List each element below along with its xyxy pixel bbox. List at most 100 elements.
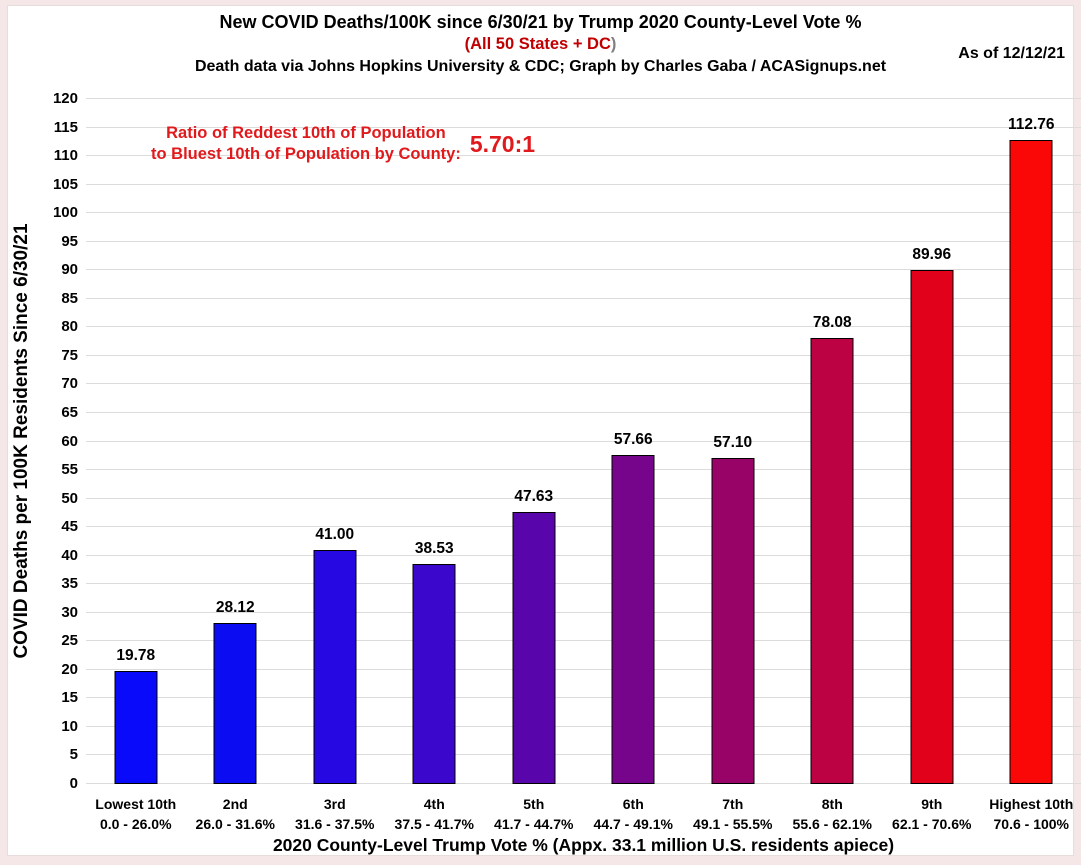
y-tick-label-105: 105 (52, 175, 78, 193)
gridline-75 (86, 354, 1081, 356)
x-category-range-7: 49.1 - 55.5% (693, 816, 773, 832)
bar-value-label-6: 57.66 (613, 430, 653, 448)
y-tick-label-0: 0 (69, 775, 78, 792)
ratio-annotation: Ratio of Reddest 10th of Population to Bl… (151, 123, 535, 165)
bar-slot-7: 57.10 (683, 99, 783, 784)
gridline-25 (86, 640, 1081, 642)
bar-1 (114, 671, 158, 784)
y-tick-label-95: 95 (61, 232, 78, 250)
bar-value-label-4: 38.53 (414, 540, 454, 558)
x-category-range-4: 37.5 - 41.7% (394, 816, 474, 832)
bar-10 (1009, 140, 1053, 784)
gridline-40 (86, 554, 1081, 556)
x-category-name-4: 4th (423, 796, 445, 812)
x-category-label-9: 9th 62.1 - 70.6% (882, 794, 982, 834)
bar-value-label-3: 41.00 (315, 525, 355, 543)
y-tick-label-30: 30 (61, 603, 78, 621)
x-category-range-5: 41.7 - 44.7% (494, 816, 574, 832)
x-category-range-2: 26.0 - 31.6% (195, 816, 275, 832)
x-category-name-1: Lowest 10th (95, 796, 177, 812)
gridline-45 (86, 526, 1081, 528)
x-category-name-9: 9th (921, 796, 943, 812)
y-tick-label-120: 120 (52, 90, 78, 107)
gridline-15 (86, 697, 1081, 699)
y-tick-label-110: 110 (53, 147, 78, 165)
x-axis-title: 2020 County-Level Trump Vote % (Appx. 33… (272, 835, 895, 855)
y-tick-label-20: 20 (61, 660, 78, 678)
x-category-label-10: Highest 10th 70.6 - 100% (982, 794, 1081, 834)
y-tick-label-80: 80 (61, 318, 78, 336)
bar-value-label-1: 19.78 (116, 647, 156, 665)
x-category-label-4: 4th 37.5 - 41.7% (385, 794, 485, 834)
ratio-annotation-line2: to Bluest 10th of Population by County: (151, 145, 461, 163)
y-tick-label-25: 25 (61, 632, 78, 650)
bar-value-label-7: 57.10 (713, 434, 753, 452)
gridline-95 (86, 240, 1081, 242)
x-category-label-8: 8th 55.6 - 62.1% (783, 794, 883, 834)
gridline-60 (86, 440, 1081, 442)
x-category-name-7: 7th (722, 796, 744, 812)
chart-title: New COVID Deaths/100K since 6/30/21 by T… (219, 12, 862, 32)
x-category-label-6: 6th 44.7 - 49.1% (584, 794, 684, 834)
chart-credit-line: Death data via Johns Hopkins University … (194, 58, 887, 75)
bar-4 (412, 564, 456, 784)
gridline-110 (86, 155, 1081, 157)
bar-slot-2: 28.12 (186, 99, 286, 784)
bar-value-label-10: 112.76 (1007, 116, 1055, 134)
y-tick-label-10: 10 (61, 717, 78, 735)
y-tick-label-40: 40 (61, 546, 78, 564)
y-tick-label-15: 15 (61, 689, 78, 707)
chart-subtitle: (All 50 States + DC) (8, 35, 1073, 54)
y-tick-label-5: 5 (69, 746, 78, 764)
x-category-range-9: 62.1 - 70.6% (892, 816, 972, 832)
bar-value-label-2: 28.12 (215, 599, 255, 617)
y-tick-label-85: 85 (61, 289, 78, 307)
chart-subtitle-red-text: (All 50 States + DC (464, 35, 611, 53)
y-tick-label-50: 50 (61, 489, 78, 507)
bar-slot-6: 57.66 (584, 99, 684, 784)
x-category-name-10: Highest 10th (989, 796, 1074, 812)
x-category-name-5: 5th (523, 796, 545, 812)
x-category-label-1: Lowest 10th 0.0 - 26.0% (86, 794, 186, 834)
gridline-85 (86, 297, 1081, 299)
gridline-105 (86, 183, 1081, 185)
gridline-10 (86, 725, 1081, 727)
gridline-0 (86, 783, 1081, 784)
gridline-65 (86, 411, 1081, 413)
bar-value-label-5: 47.63 (514, 488, 554, 506)
gridline-5 (86, 754, 1081, 756)
x-category-range-3: 31.6 - 37.5% (295, 816, 375, 832)
bar-slot-4: 38.53 (385, 99, 485, 784)
bar-6 (611, 454, 655, 784)
chart-subtitle-gray-paren: ) (610, 35, 617, 53)
gridline-120 (86, 98, 1081, 99)
y-tick-label-45: 45 (61, 518, 78, 536)
gridline-55 (86, 469, 1081, 471)
gridline-30 (86, 611, 1081, 613)
y-tick-label-70: 70 (61, 375, 78, 393)
x-category-name-6: 6th (622, 796, 644, 812)
plot-area: 19.78 28.12 41.00 38.53 47.63 57.66 57.10 78.08… (86, 98, 1081, 784)
gridline-35 (86, 583, 1081, 585)
as-of-date: As of 12/12/21 (958, 45, 1065, 62)
gridline-100 (86, 212, 1081, 214)
bar-5 (512, 512, 556, 784)
bar-value-label-9: 89.96 (912, 246, 952, 264)
bar-slot-1: 19.78 (86, 99, 186, 784)
gridline-20 (86, 668, 1081, 670)
bar-9 (910, 270, 954, 784)
y-tick-label-100: 100 (52, 204, 78, 222)
ratio-value: 5.70:1 (469, 130, 536, 157)
y-tick-label-35: 35 (61, 575, 78, 593)
x-category-name-3: 3rd (323, 796, 346, 812)
gridline-90 (86, 269, 1081, 271)
x-category-name-2: 2nd (222, 796, 248, 812)
y-tick-label-90: 90 (61, 261, 78, 279)
bar-slot-10: 112.76 (982, 99, 1081, 784)
x-category-range-10: 70.6 - 100% (993, 816, 1070, 832)
x-category-range-6: 44.7 - 49.1% (593, 816, 673, 832)
bar-slot-8: 78.08 (783, 99, 883, 784)
x-category-label-7: 7th 49.1 - 55.5% (683, 794, 783, 834)
gridline-70 (86, 383, 1081, 385)
